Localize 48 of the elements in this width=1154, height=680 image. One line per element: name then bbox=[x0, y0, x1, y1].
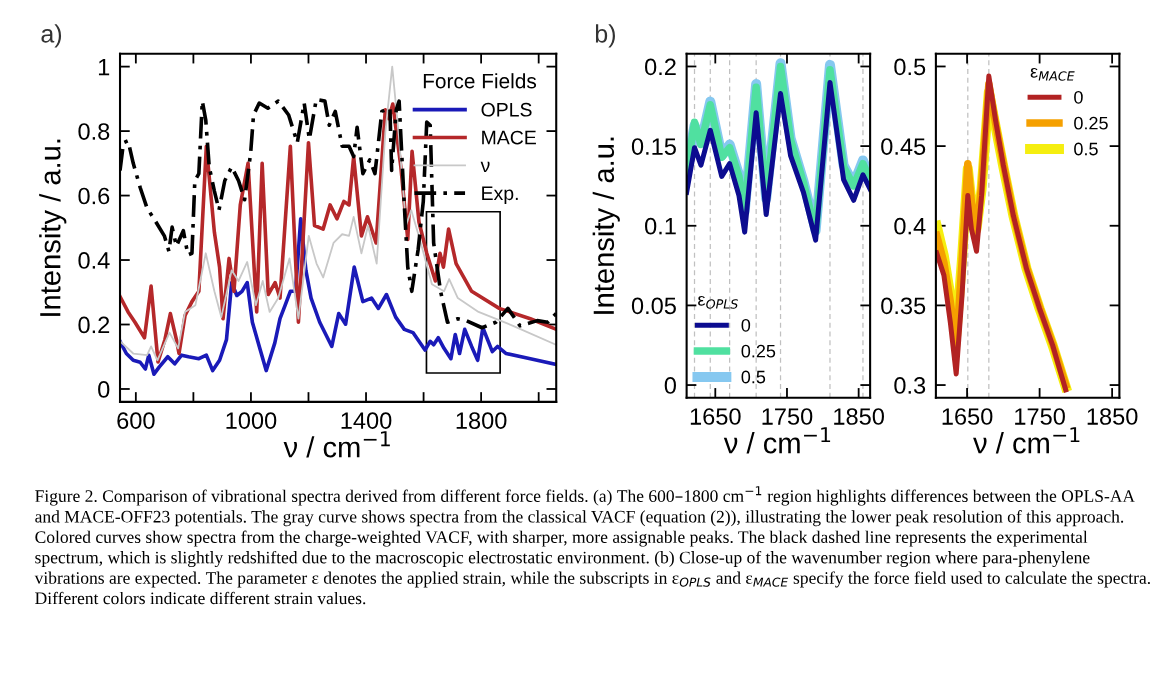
y-tick-label: 0.1 bbox=[645, 217, 676, 235]
x-tick-label: 1000 bbox=[226, 412, 277, 429]
y-tick-label: 0.3 bbox=[894, 377, 926, 394]
y-tick-label: 0.15 bbox=[631, 138, 676, 155]
y-tick-label: 0.4 bbox=[78, 252, 110, 269]
legend-label: MACE bbox=[482, 130, 536, 145]
y-axis-title: Intensity / a.u. bbox=[592, 137, 620, 314]
legend-label: OPLS bbox=[481, 102, 532, 117]
legend-title: ε$_{OPLS}$ bbox=[698, 295, 738, 309]
x-axis-title: ν / cm$^{−1}$ bbox=[723, 427, 831, 454]
text: Figure 2. Comparison of vibrational spectra derived from different force fields. (a) The 600–1800 cm$^{−1}$ region highlights differences between the OPLS-AA and MACE-OFF23 potentials. The gray curve shows spectra from the classical VACF (equation (2)), illustrating the lower peak resolution of this approach. Colored curves show spectra from the charge-weighted VACF, with sharper, more assignable peaks. The black dashed line represents the experimental spectrum, which is slightly redshifted due to the macroscopic electrostatic environment. (b) Close-up of the wavenumber region where para-phenylene vibrations are expected. The parameter ε denotes the applied strain, while the subscripts in ε$_{OPLS}$ and ε$_{MACE}$ specify the force field used to calculate the spectra. Different colors indicate different strain values. bbox=[34, 486, 1150, 605]
x-tick-label: 1850 bbox=[1087, 408, 1138, 425]
x-axis-title: ν / cm$^{−1}$ bbox=[973, 427, 1080, 454]
y-tick-label: 0.5 bbox=[894, 58, 926, 76]
y-tick-label: 0.05 bbox=[631, 297, 676, 315]
legend-label: Exp. bbox=[482, 186, 518, 204]
x-tick-label: 600 bbox=[117, 412, 155, 429]
y-tick-label: 0 bbox=[664, 377, 676, 394]
legend-title: ε$_{MACE}$ bbox=[1030, 67, 1075, 81]
y-tick-label: 0.6 bbox=[78, 187, 110, 205]
x-tick-label: 1400 bbox=[341, 412, 392, 429]
y-tick-label: 0.8 bbox=[78, 123, 110, 140]
legend-label: 0.25 bbox=[741, 344, 776, 358]
legend-label: 0 bbox=[1074, 90, 1083, 104]
x-tick-label: 1850 bbox=[834, 408, 884, 425]
x-tick-label: 1750 bbox=[762, 408, 813, 425]
x-tick-label: 1750 bbox=[1015, 408, 1065, 425]
line-series bbox=[120, 216, 557, 376]
legend-label: ν bbox=[480, 161, 490, 173]
x-tick-label: 1800 bbox=[456, 412, 507, 429]
x-tick-label: 1650 bbox=[690, 408, 741, 425]
y-tick-label: 0.35 bbox=[881, 297, 926, 315]
y-tick-label: 1 bbox=[98, 58, 110, 76]
y-tick-label: 0.45 bbox=[881, 138, 926, 155]
y-tick-label: 0.2 bbox=[645, 58, 676, 76]
legend-label: 0.5 bbox=[741, 370, 766, 384]
legend-label: 0.25 bbox=[1074, 116, 1108, 130]
y-tick-label: 0 bbox=[98, 381, 110, 398]
y-tick-label: 0.4 bbox=[894, 217, 926, 235]
legend-title: Force Fields bbox=[423, 73, 537, 89]
x-axis-title: ν / cm$^{−1}$ bbox=[283, 431, 390, 458]
legend-label: 0 bbox=[741, 318, 751, 332]
chart-title: b) bbox=[595, 24, 615, 48]
legend-label: 0.5 bbox=[1074, 142, 1098, 156]
y-tick-label: 0.2 bbox=[78, 316, 110, 334]
chart-title: a) bbox=[41, 24, 62, 48]
x-tick-label: 1650 bbox=[942, 408, 993, 425]
y-axis-title: Intensity / a.u. bbox=[39, 139, 67, 316]
